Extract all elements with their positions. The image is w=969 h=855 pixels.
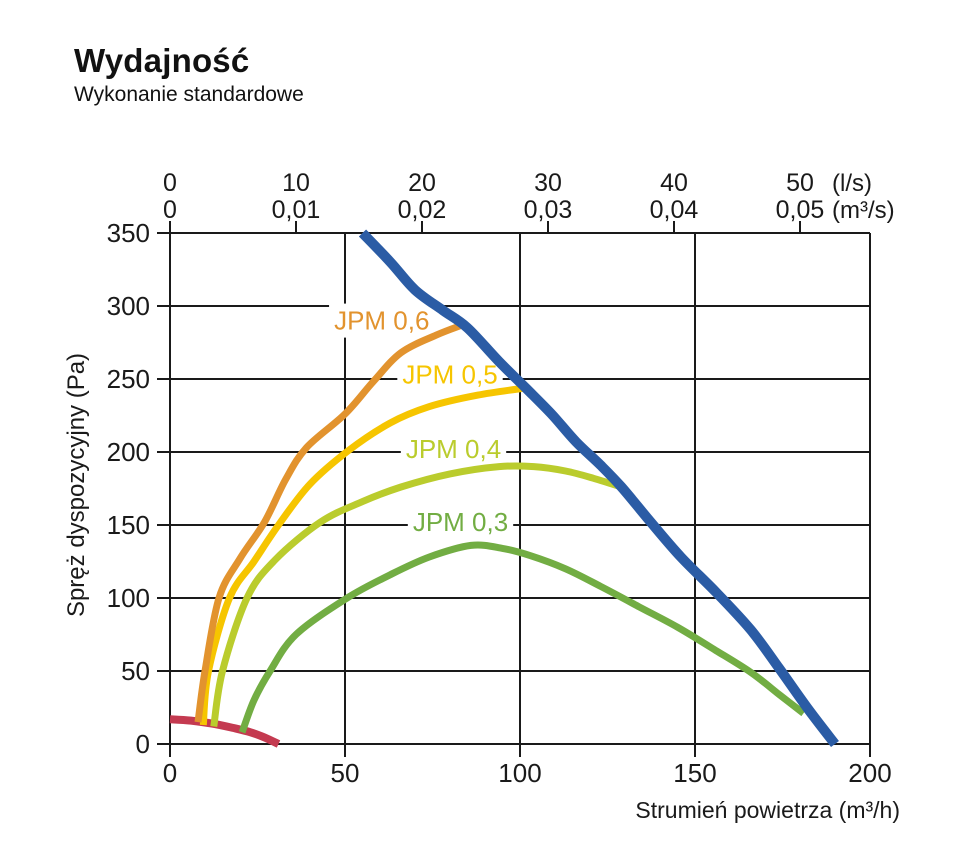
curve-label-jpm-0-4: JPM 0,4 — [406, 434, 501, 464]
top-axis-ls-tick-label: 20 — [408, 169, 436, 197]
top-axis-m3s-tick-label: 0,01 — [272, 196, 321, 224]
top-axis-ls-tick-label: 0 — [163, 169, 177, 197]
x-axis-tick-label: 150 — [673, 758, 716, 788]
curve-jpm-0-5 — [199, 384, 528, 726]
y-axis-tick-label: 300 — [107, 291, 150, 321]
curve-label-jpm-0-5: JPM 0,5 — [402, 360, 497, 390]
top-axis-m3s-tick-label: 0,05 — [776, 196, 825, 224]
y-axis-tick-label: 350 — [107, 218, 150, 248]
top-axis-m3s-tick-label: 0,02 — [398, 196, 447, 224]
y-axis-tick-label: 250 — [107, 364, 150, 394]
curve-label-backing — [400, 432, 507, 467]
curve-label-jpm-0-6: JPM 0,6 — [334, 306, 429, 336]
y-axis-tick-label: 0 — [136, 729, 150, 759]
y-axis-tick-label: 50 — [121, 656, 150, 686]
curve-label-backing — [397, 357, 503, 392]
curve-label-backing — [407, 505, 514, 540]
curve-label-backing — [329, 303, 435, 338]
y-axis-tick-label: 200 — [107, 437, 150, 467]
y-axis-tick-label: 150 — [107, 510, 150, 540]
x-axis-tick-label: 200 — [848, 758, 891, 788]
top-axis-ls-tick-label: 30 — [534, 169, 562, 197]
curve-jpm-0-4 — [210, 462, 623, 728]
top-axis-m3s-unit: (m³/s) — [832, 197, 895, 224]
top-axis-m3s-tick-label: 0,04 — [650, 196, 699, 224]
top-axis-ls-unit: (l/s) — [832, 170, 872, 197]
curve-label-jpm-0-3: JPM 0,3 — [413, 507, 508, 537]
top-axis-m3s-tick-label: 0,03 — [524, 196, 573, 224]
x-axis-tick-label: 50 — [331, 758, 360, 788]
curve-labels: JPM 0,3 JPM 0,4 JPM 0,5 JPM 0,6 — [329, 303, 514, 540]
curves — [169, 229, 839, 748]
x-axis-title: Strumień powietrza (m³/h) — [635, 797, 900, 823]
top-axis-ls-tick-label: 10 — [282, 169, 310, 197]
x-axis-tick-label: 0 — [163, 758, 177, 788]
top-axis-ls-tick-label: 40 — [660, 169, 688, 197]
y-axis-title: Spręż dyspozycyjny (Pa) — [63, 353, 90, 617]
curve-jpm-0-3 — [238, 541, 806, 734]
top-axis-ls-tick-label: 50 — [786, 169, 814, 197]
top-axis-m3s-tick-label: 0 — [163, 196, 177, 224]
curve-min-curve — [169, 715, 281, 748]
x-axis-tick-label: 100 — [498, 758, 541, 788]
page-title: Wydajność — [74, 42, 250, 79]
curve-limit-line — [358, 229, 839, 748]
page-subtitle: Wykonanie standardowe — [74, 83, 304, 106]
curve-jpm-0-6 — [194, 321, 464, 723]
y-axis-tick-label: 100 — [107, 583, 150, 613]
